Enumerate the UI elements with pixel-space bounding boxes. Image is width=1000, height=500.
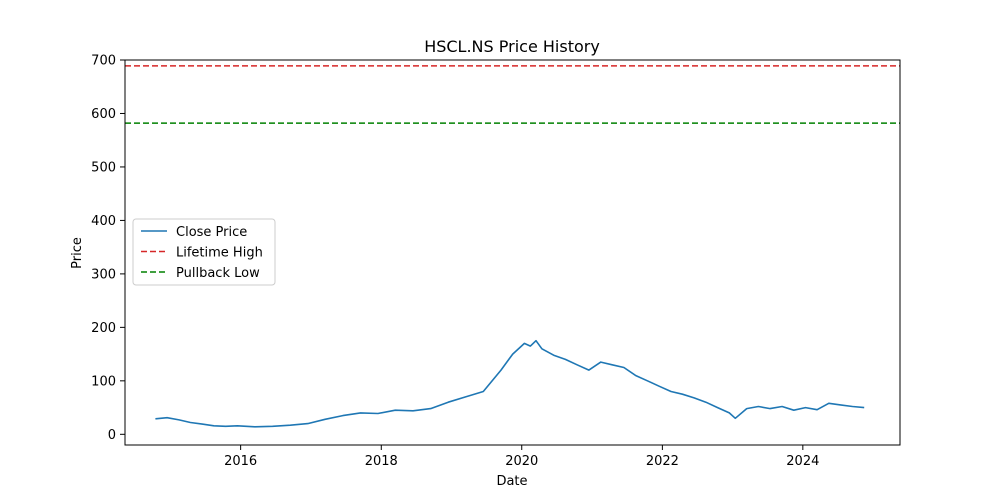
x-axis-label: Date (496, 474, 527, 489)
y-tick-label: 400 (91, 214, 116, 229)
legend-label: Lifetime High (176, 246, 263, 261)
x-tick-label: 2018 (365, 454, 398, 469)
reference-lines (125, 65, 900, 124)
y-tick-label: 600 (91, 107, 116, 122)
legend-label: Close Price (176, 225, 247, 240)
legend-label: Pullback Low (176, 266, 260, 281)
series-layer (155, 339, 865, 428)
y-tick-label: 500 (91, 160, 116, 175)
x-tick-label: 2016 (224, 454, 257, 469)
y-axis: 0 100 200 300 400 500 600 700 (91, 54, 125, 443)
x-tick-label: 2022 (646, 454, 679, 469)
plot-frame (124, 59, 901, 446)
y-tick-label: 200 (91, 321, 116, 336)
y-tick-label: 700 (91, 54, 116, 69)
y-tick-label: 0 (108, 428, 116, 443)
series-line-close-price (155, 339, 865, 428)
x-tick-label: 2020 (505, 454, 538, 469)
x-tick-label: 2024 (786, 454, 819, 469)
y-tick-label: 300 (91, 267, 116, 282)
chart-title: HSCL.NS Price History (424, 37, 600, 56)
legend: Close Price Lifetime High Pullback Low (132, 218, 276, 286)
y-axis-label: Price (70, 237, 85, 269)
legend-box (132, 218, 276, 286)
x-axis: 2016 2018 2020 2022 2024 (224, 445, 819, 469)
y-tick-label: 100 (91, 374, 116, 389)
